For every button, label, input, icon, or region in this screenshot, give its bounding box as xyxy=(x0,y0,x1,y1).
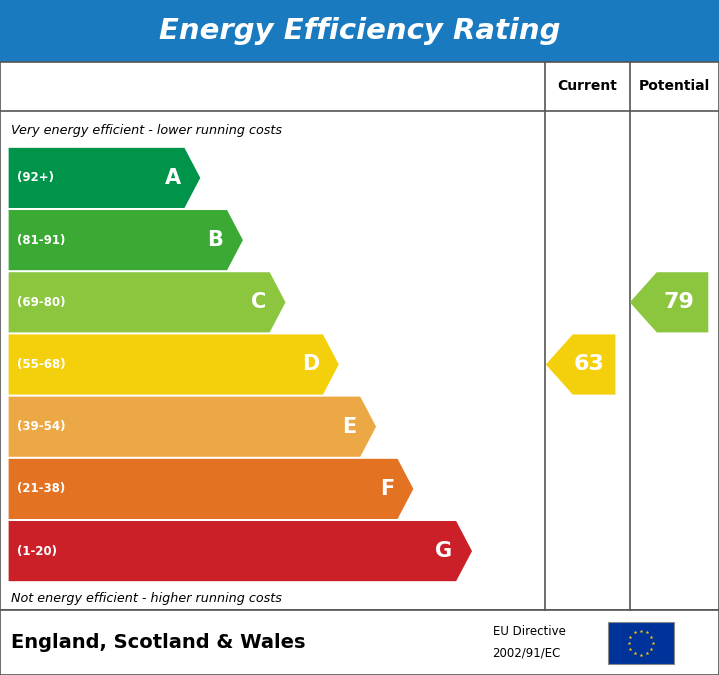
Polygon shape xyxy=(9,397,376,457)
Text: 79: 79 xyxy=(664,292,695,313)
Text: F: F xyxy=(380,479,394,499)
Text: 63: 63 xyxy=(574,354,605,375)
Polygon shape xyxy=(9,210,243,270)
Text: Energy Efficiency Rating: Energy Efficiency Rating xyxy=(159,17,560,45)
Text: (81-91): (81-91) xyxy=(17,234,65,246)
Polygon shape xyxy=(546,334,615,395)
Polygon shape xyxy=(9,148,201,208)
Text: Not energy efficient - higher running costs: Not energy efficient - higher running co… xyxy=(11,592,282,605)
Bar xyxy=(0,610,719,675)
Bar xyxy=(0,0,719,62)
Text: 2002/91/EC: 2002/91/EC xyxy=(493,647,561,660)
Text: (92+): (92+) xyxy=(17,171,54,184)
Text: E: E xyxy=(342,416,357,437)
Text: (39-54): (39-54) xyxy=(17,421,65,433)
Text: England, Scotland & Wales: England, Scotland & Wales xyxy=(11,633,306,652)
Text: D: D xyxy=(302,354,319,375)
Polygon shape xyxy=(9,334,339,395)
Text: (21-38): (21-38) xyxy=(17,483,65,495)
Text: Current: Current xyxy=(557,80,618,93)
Text: EU Directive: EU Directive xyxy=(493,625,565,639)
Text: (69-80): (69-80) xyxy=(17,296,65,308)
Text: A: A xyxy=(165,168,181,188)
Text: Potential: Potential xyxy=(638,80,710,93)
Text: (55-68): (55-68) xyxy=(17,358,66,371)
Polygon shape xyxy=(9,459,413,519)
Bar xyxy=(0,62,719,610)
Text: B: B xyxy=(208,230,224,250)
Polygon shape xyxy=(9,521,472,581)
Text: C: C xyxy=(251,292,266,313)
Polygon shape xyxy=(9,272,285,332)
Bar xyxy=(608,622,674,664)
Text: Very energy efficient - lower running costs: Very energy efficient - lower running co… xyxy=(11,124,282,137)
Text: (1-20): (1-20) xyxy=(17,545,58,558)
Polygon shape xyxy=(630,272,708,332)
Text: G: G xyxy=(436,541,452,561)
